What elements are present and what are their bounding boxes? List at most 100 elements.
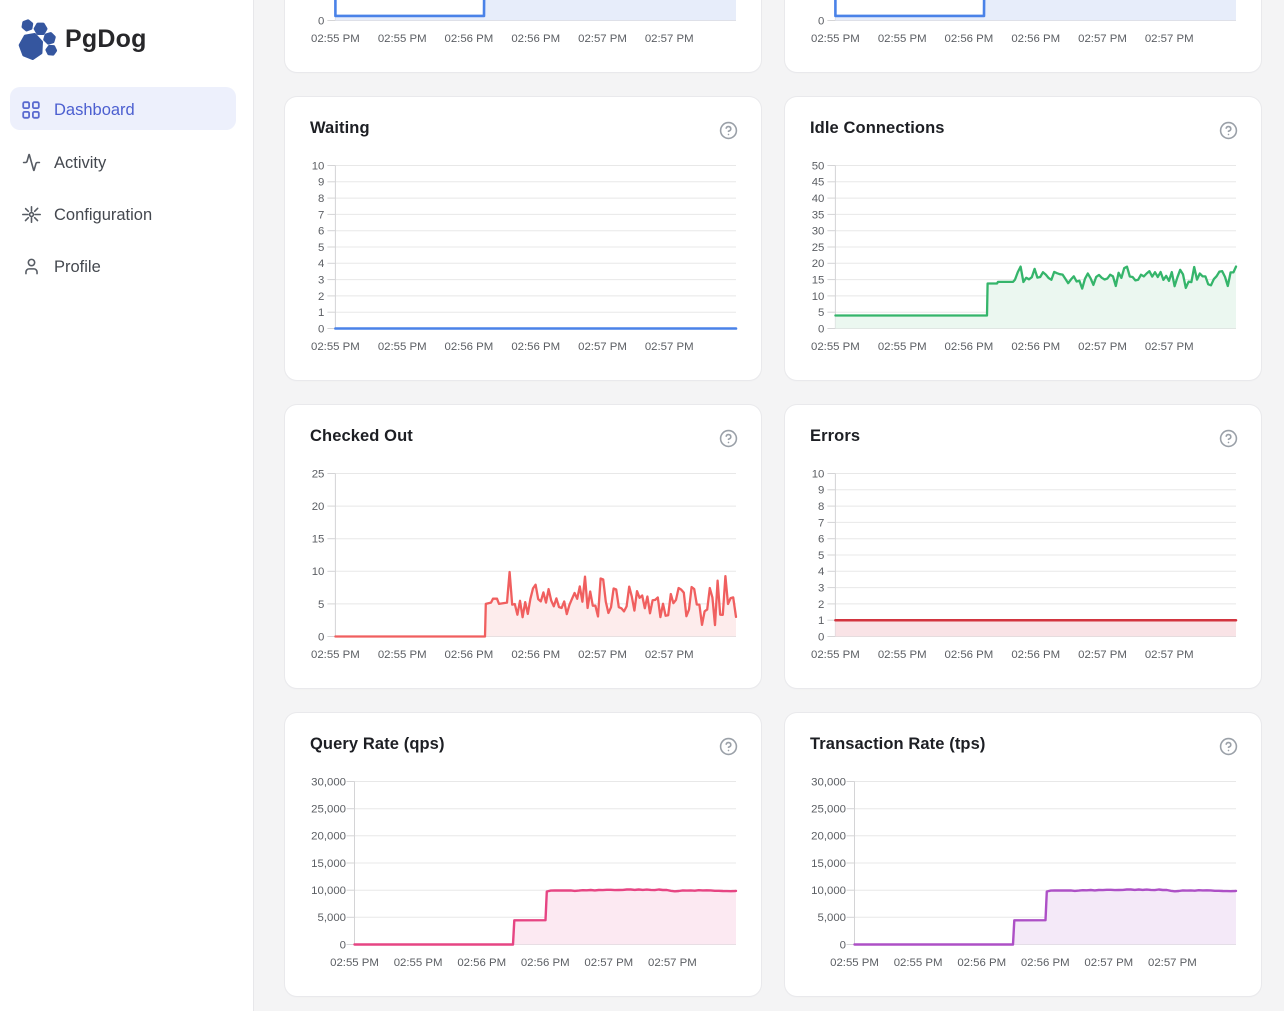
svg-text:9: 9	[318, 177, 324, 189]
svg-text:7: 7	[318, 209, 324, 221]
svg-text:15: 15	[812, 275, 825, 287]
svg-text:02:57 PM: 02:57 PM	[1078, 33, 1127, 45]
svg-text:02:56 PM: 02:56 PM	[1021, 957, 1070, 969]
svg-text:15,000: 15,000	[811, 858, 846, 870]
svg-text:15: 15	[312, 534, 325, 546]
svg-text:02:57 PM: 02:57 PM	[645, 33, 694, 45]
svg-text:02:56 PM: 02:56 PM	[521, 957, 570, 969]
svg-text:02:55 PM: 02:55 PM	[394, 957, 443, 969]
svg-text:02:57 PM: 02:57 PM	[1145, 341, 1194, 353]
svg-text:5: 5	[818, 550, 824, 562]
svg-text:7: 7	[818, 517, 824, 529]
svg-text:6: 6	[818, 534, 824, 546]
svg-text:0: 0	[818, 323, 824, 335]
svg-text:02:55 PM: 02:55 PM	[311, 341, 360, 353]
svg-text:02:57 PM: 02:57 PM	[1145, 33, 1194, 45]
svg-text:10: 10	[812, 468, 825, 480]
svg-text:02:56 PM: 02:56 PM	[1011, 649, 1060, 661]
svg-text:02:56 PM: 02:56 PM	[445, 649, 494, 661]
svg-text:02:57 PM: 02:57 PM	[578, 649, 627, 661]
svg-text:02:56 PM: 02:56 PM	[511, 649, 560, 661]
svg-text:25: 25	[312, 468, 325, 480]
svg-text:02:55 PM: 02:55 PM	[311, 649, 360, 661]
svg-text:5: 5	[318, 242, 324, 254]
svg-text:02:55 PM: 02:55 PM	[878, 33, 927, 45]
svg-text:0: 0	[840, 939, 846, 951]
svg-text:0: 0	[318, 15, 324, 27]
svg-text:20,000: 20,000	[311, 831, 346, 843]
svg-text:25,000: 25,000	[811, 804, 846, 816]
svg-text:5: 5	[818, 307, 824, 319]
svg-text:40: 40	[812, 193, 825, 205]
svg-text:9: 9	[818, 485, 824, 497]
svg-text:6: 6	[318, 226, 324, 238]
svg-text:02:56 PM: 02:56 PM	[511, 33, 560, 45]
svg-text:2: 2	[818, 599, 824, 611]
svg-text:02:56 PM: 02:56 PM	[1011, 33, 1060, 45]
svg-text:30,000: 30,000	[811, 776, 846, 788]
svg-text:8: 8	[818, 501, 824, 513]
svg-text:0: 0	[318, 323, 324, 335]
svg-text:02:55 PM: 02:55 PM	[830, 957, 879, 969]
svg-text:30: 30	[812, 226, 825, 238]
svg-text:02:55 PM: 02:55 PM	[878, 341, 927, 353]
svg-text:02:55 PM: 02:55 PM	[378, 649, 427, 661]
svg-text:2: 2	[318, 291, 324, 303]
svg-text:02:56 PM: 02:56 PM	[445, 341, 494, 353]
svg-text:02:57 PM: 02:57 PM	[578, 341, 627, 353]
svg-text:02:56 PM: 02:56 PM	[457, 957, 506, 969]
svg-text:25,000: 25,000	[311, 804, 346, 816]
svg-text:02:55 PM: 02:55 PM	[811, 33, 860, 45]
svg-text:02:55 PM: 02:55 PM	[311, 33, 360, 45]
svg-text:02:56 PM: 02:56 PM	[445, 33, 494, 45]
svg-text:20: 20	[312, 501, 325, 513]
svg-text:1: 1	[818, 615, 824, 627]
svg-text:02:57 PM: 02:57 PM	[645, 649, 694, 661]
svg-text:02:57 PM: 02:57 PM	[584, 957, 633, 969]
svg-text:3: 3	[318, 275, 324, 287]
svg-text:02:57 PM: 02:57 PM	[578, 33, 627, 45]
svg-text:0: 0	[818, 631, 824, 643]
svg-text:02:55 PM: 02:55 PM	[878, 649, 927, 661]
svg-text:8: 8	[318, 193, 324, 205]
svg-text:10: 10	[312, 566, 325, 578]
svg-text:02:55 PM: 02:55 PM	[894, 957, 943, 969]
svg-text:02:56 PM: 02:56 PM	[945, 649, 994, 661]
svg-text:20: 20	[812, 258, 825, 270]
svg-text:02:55 PM: 02:55 PM	[378, 33, 427, 45]
svg-text:35: 35	[812, 209, 825, 221]
svg-text:02:57 PM: 02:57 PM	[645, 341, 694, 353]
svg-text:02:57 PM: 02:57 PM	[1145, 649, 1194, 661]
svg-text:5,000: 5,000	[317, 912, 346, 924]
svg-text:02:55 PM: 02:55 PM	[378, 341, 427, 353]
svg-text:02:57 PM: 02:57 PM	[648, 957, 697, 969]
svg-text:10,000: 10,000	[811, 885, 846, 897]
svg-text:5,000: 5,000	[817, 912, 846, 924]
svg-text:45: 45	[812, 177, 825, 189]
svg-text:50: 50	[812, 160, 825, 172]
svg-text:0: 0	[318, 631, 324, 643]
svg-text:30,000: 30,000	[311, 776, 346, 788]
svg-text:02:56 PM: 02:56 PM	[945, 33, 994, 45]
svg-text:25: 25	[812, 242, 825, 254]
svg-text:02:56 PM: 02:56 PM	[945, 341, 994, 353]
svg-text:02:55 PM: 02:55 PM	[811, 649, 860, 661]
svg-text:02:57 PM: 02:57 PM	[1078, 341, 1127, 353]
svg-text:02:56 PM: 02:56 PM	[957, 957, 1006, 969]
svg-text:02:57 PM: 02:57 PM	[1078, 649, 1127, 661]
svg-text:02:57 PM: 02:57 PM	[1148, 957, 1197, 969]
svg-text:02:56 PM: 02:56 PM	[511, 341, 560, 353]
svg-text:1: 1	[318, 307, 324, 319]
svg-text:4: 4	[818, 566, 824, 578]
svg-text:10: 10	[312, 160, 325, 172]
svg-text:10: 10	[812, 291, 825, 303]
svg-text:20,000: 20,000	[811, 831, 846, 843]
svg-text:02:57 PM: 02:57 PM	[1084, 957, 1133, 969]
svg-text:15,000: 15,000	[311, 858, 346, 870]
svg-text:0: 0	[818, 15, 824, 27]
svg-text:0: 0	[340, 939, 346, 951]
svg-text:3: 3	[818, 583, 824, 595]
svg-text:02:55 PM: 02:55 PM	[811, 341, 860, 353]
svg-text:5: 5	[318, 599, 324, 611]
svg-text:4: 4	[318, 258, 324, 270]
